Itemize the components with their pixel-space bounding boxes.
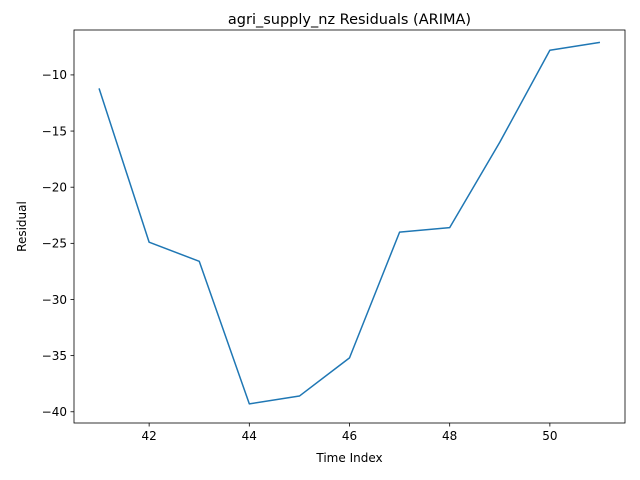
y-axis-label: Residual <box>15 201 29 252</box>
series-line <box>98 41 601 405</box>
y-tick-label: −35 <box>42 349 67 363</box>
plot-frame <box>73 29 626 424</box>
x-axis-label: Time Index <box>315 451 382 465</box>
y-tick-label: −20 <box>42 181 67 195</box>
plot-area <box>74 30 625 423</box>
chart-title: agri_supply_nz Residuals (ARIMA) <box>228 12 471 28</box>
x-tick-label: 42 <box>141 429 156 443</box>
x-tick-label: 50 <box>542 429 557 443</box>
x-axis-ticks: 42 44 46 48 50 <box>141 423 558 443</box>
y-tick-label: −10 <box>42 68 67 82</box>
x-tick-label: 48 <box>442 429 457 443</box>
x-tick-label: 44 <box>242 429 257 443</box>
x-tick-label: 46 <box>342 429 357 443</box>
y-axis-ticks: −40 −35 −30 −25 −20 −15 −10 <box>42 68 74 419</box>
y-tick-label: −30 <box>42 293 67 307</box>
y-tick-label: −40 <box>42 405 67 419</box>
y-tick-label: −25 <box>42 237 67 251</box>
y-tick-label: −15 <box>42 124 67 138</box>
